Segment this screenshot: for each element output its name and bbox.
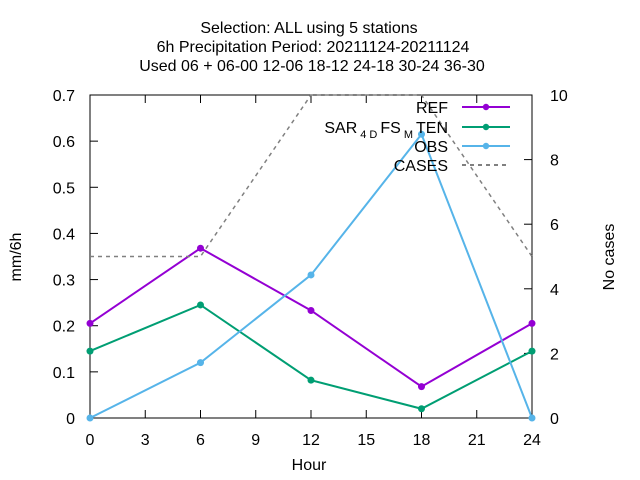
y-tick-label: 0.3 [53, 273, 75, 290]
y-axis-label: mm/6h [8, 233, 25, 282]
legend-label-ref: REF [416, 100, 448, 117]
x-axis-label: Hour [292, 457, 327, 474]
y-tick-label: 0.7 [53, 88, 75, 105]
data-point-obs [418, 130, 425, 138]
x-tick-label: 21 [468, 432, 486, 449]
data-point-sar [86, 347, 94, 355]
y2-tick-label: 6 [550, 217, 559, 234]
legend: REF SAR 4 D FS M TEN OBS CASES [324, 100, 510, 175]
data-point-sar [307, 376, 315, 384]
y2-tick-label: 10 [550, 88, 568, 105]
y-tick-label: 0.5 [53, 180, 75, 197]
legend-marker-ten [482, 123, 490, 131]
data-point-obs [528, 414, 536, 422]
data-point-obs [197, 359, 204, 367]
y2-tick-label: 2 [550, 346, 559, 363]
y-tick-label: 0 [66, 411, 75, 428]
y-tick-label: 0.4 [53, 226, 75, 243]
y-tick-label: 0.6 [53, 134, 75, 151]
data-point-obs [307, 271, 315, 279]
legend-marker-obs [482, 142, 490, 150]
y2-tick-label: 4 [550, 282, 559, 299]
x-tick-label: 6 [196, 432, 205, 449]
series-obs [86, 130, 536, 422]
legend-label-cases: CASES [394, 158, 448, 175]
legend-label-obs: OBS [414, 139, 448, 156]
series-sar [86, 301, 536, 413]
series-line-ref [89, 247, 533, 388]
y2-tick-label: 0 [550, 411, 559, 428]
data-point-obs [86, 414, 94, 422]
y-tick-label: 0.2 [53, 319, 75, 336]
y-axis-ticks: 0 0.1 0.2 0.3 0.4 0.5 0.6 0.7 [53, 88, 98, 428]
series-line-cases [90, 94, 533, 258]
series-cases [90, 94, 533, 258]
x-tick-label: 24 [523, 432, 541, 449]
data-point-ref [197, 244, 204, 252]
y-tick-label: 0.1 [53, 365, 75, 382]
x-tick-label: 18 [413, 432, 431, 449]
x-tick-label: 12 [302, 432, 320, 449]
data-point-ref [307, 306, 315, 314]
data-point-ref [418, 383, 425, 391]
chart-title: Selection: ALL using 5 stations 6h Preci… [139, 20, 485, 75]
title-line-2: 6h Precipitation Period: 20211124-202111… [157, 39, 470, 56]
data-point-ref [528, 319, 536, 327]
title-line-3: Used 06 + 06-00 12-06 18-12 24-18 30-24 … [139, 58, 485, 75]
data-point-sar [418, 405, 425, 413]
series-layer [86, 94, 536, 422]
x-axis-ticks: 0 3 6 9 12 15 18 21 24 [86, 95, 541, 449]
data-point-ref [86, 319, 94, 327]
data-point-sar [197, 301, 204, 309]
x-tick-label: 0 [86, 432, 95, 449]
y2-tick-label: 8 [550, 153, 559, 170]
series-line-sar [89, 303, 533, 410]
legend-marker-ref [482, 103, 490, 111]
data-point-sar [528, 347, 536, 355]
x-tick-label: 15 [357, 432, 375, 449]
x-tick-label: 3 [141, 432, 150, 449]
x-tick-label: 9 [251, 432, 260, 449]
series-ref [86, 244, 536, 391]
title-line-1: Selection: ALL using 5 stations [200, 20, 417, 37]
y2-axis-label: No cases [601, 224, 618, 291]
legend-label-ten: SAR 4 D FS M TEN [324, 120, 448, 141]
y2-axis-ticks: 0 2 4 6 8 10 [524, 88, 568, 428]
